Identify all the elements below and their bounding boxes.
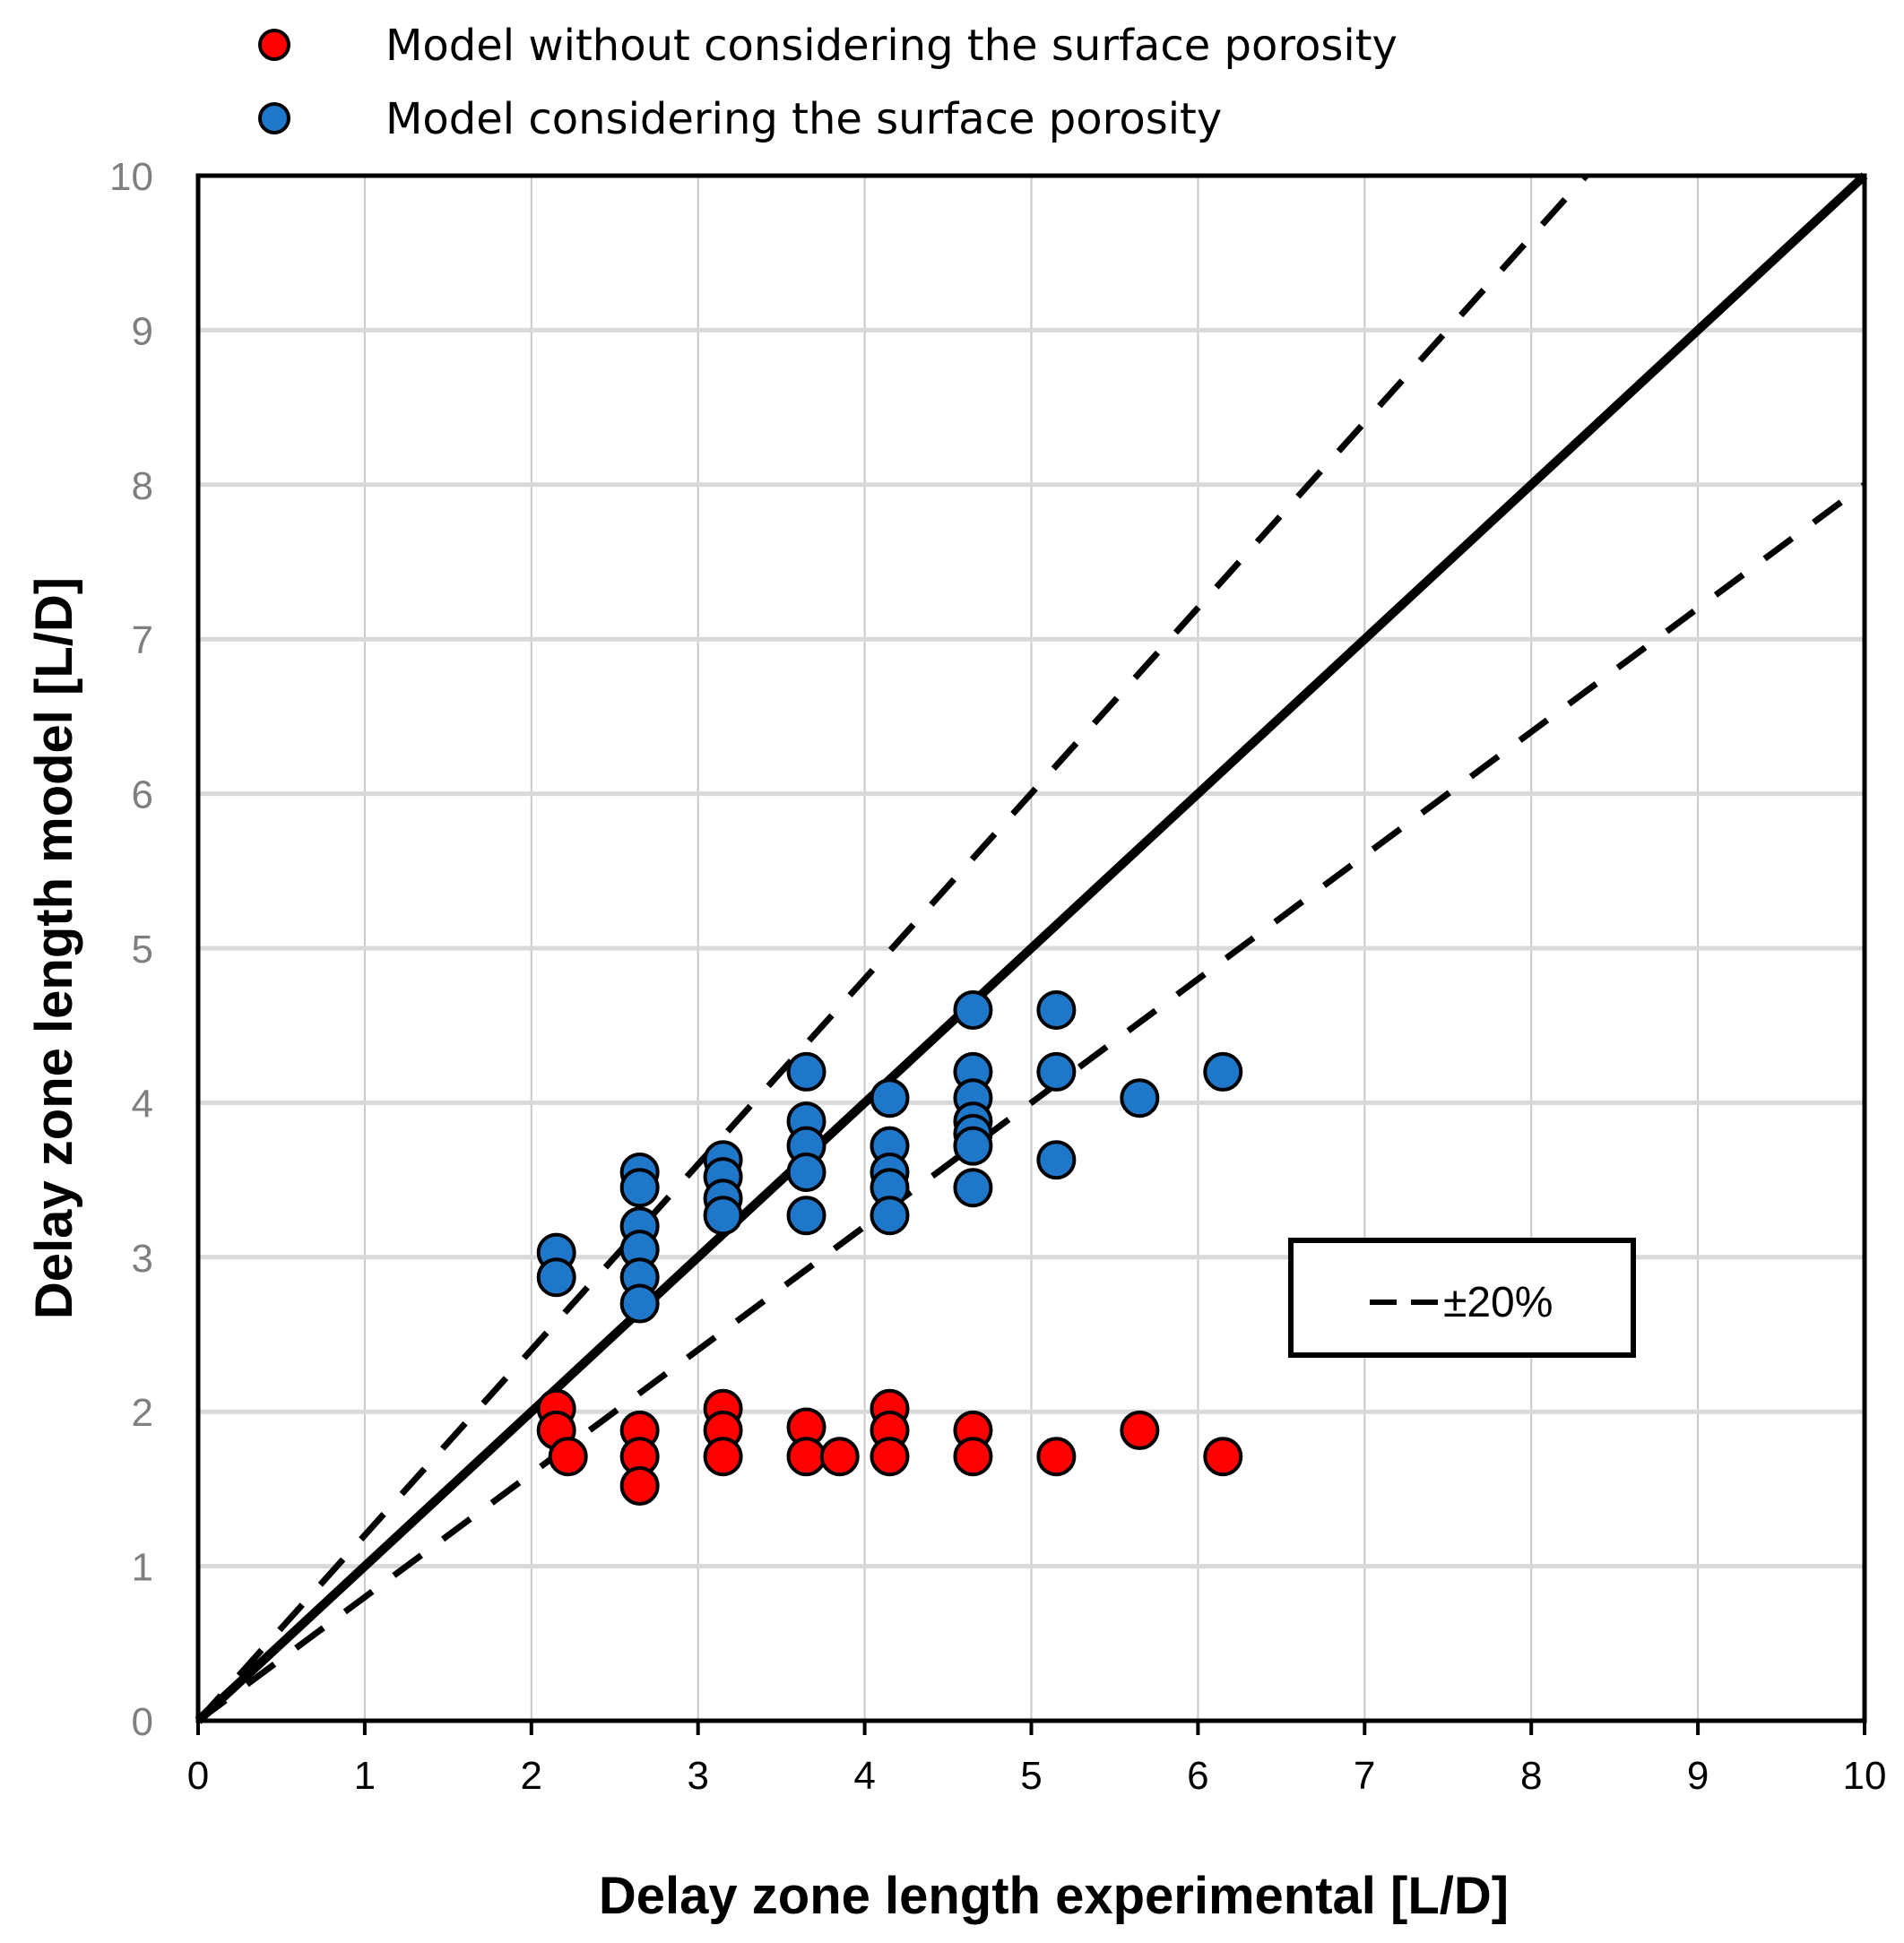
point-without-porosity xyxy=(619,1465,660,1506)
point-with-porosity xyxy=(870,1196,910,1236)
legend-marker-blue xyxy=(258,102,290,134)
point-with-porosity xyxy=(953,989,993,1030)
legend-marker-red xyxy=(258,29,290,61)
point-without-porosity xyxy=(953,1437,993,1477)
x-tick-label: 5 xyxy=(1020,1754,1042,1798)
y-tick-label: 1 xyxy=(132,1546,153,1590)
x-tick-label: 7 xyxy=(1354,1754,1375,1798)
point-with-porosity xyxy=(953,1126,993,1166)
y-tick-label: 7 xyxy=(132,618,153,662)
point-without-porosity xyxy=(1120,1410,1160,1450)
point-with-porosity xyxy=(703,1196,743,1236)
identity-line xyxy=(195,172,1868,1724)
point-with-porosity xyxy=(1036,1140,1077,1180)
y-tick-label: 3 xyxy=(132,1237,153,1281)
x-tick-label: 1 xyxy=(354,1754,376,1798)
point-without-porosity xyxy=(1203,1437,1243,1477)
data-points xyxy=(536,989,1243,1506)
y-tick-label: 8 xyxy=(132,464,153,508)
point-with-porosity xyxy=(786,1196,827,1236)
reference-lines xyxy=(195,172,1868,1724)
tolerance-annotation-box: ±20% xyxy=(1288,1238,1636,1358)
y-tick-label: 5 xyxy=(132,928,153,972)
x-tick-label: 6 xyxy=(1187,1754,1208,1798)
y-axis-title: Delay zone length model [L/D] xyxy=(25,577,83,1319)
y-tick-label: 2 xyxy=(132,1391,153,1435)
x-tick-label: 0 xyxy=(187,1754,209,1798)
point-with-porosity xyxy=(619,1283,660,1324)
legend-label-without-porosity: Model without considering the surface po… xyxy=(385,21,1398,71)
y-tick-label: 6 xyxy=(132,773,153,817)
point-with-porosity xyxy=(619,1168,660,1208)
point-with-porosity xyxy=(786,1152,827,1192)
x-tick-label: 9 xyxy=(1687,1754,1709,1798)
y-tick-label: 4 xyxy=(132,1082,153,1126)
annotation-label: ±20% xyxy=(1443,1279,1553,1326)
point-without-porosity xyxy=(1036,1437,1077,1477)
tolerance-line-2 xyxy=(195,481,1867,1723)
point-without-porosity xyxy=(548,1437,588,1477)
annotation-frame xyxy=(1288,1238,1636,1358)
tolerance-line-1 xyxy=(195,173,1589,1723)
point-with-porosity xyxy=(536,1257,576,1298)
point-with-porosity xyxy=(1036,989,1077,1030)
x-tick-label: 4 xyxy=(853,1754,875,1798)
point-with-porosity xyxy=(786,1051,827,1092)
x-tick-label: 3 xyxy=(687,1754,708,1798)
point-with-porosity xyxy=(870,1078,910,1118)
y-tick-label: 0 xyxy=(132,1700,153,1744)
x-tick-label: 10 xyxy=(1843,1754,1887,1798)
point-with-porosity xyxy=(1120,1078,1160,1118)
legend: Model without considering the surface po… xyxy=(258,21,1398,144)
point-without-porosity xyxy=(819,1437,860,1477)
x-tick-label: 2 xyxy=(521,1754,542,1798)
x-tick-label: 8 xyxy=(1520,1754,1542,1798)
point-with-porosity xyxy=(1203,1051,1243,1092)
point-without-porosity xyxy=(870,1437,910,1477)
point-without-porosity xyxy=(703,1437,743,1477)
point-with-porosity xyxy=(953,1168,993,1208)
point-without-porosity xyxy=(786,1437,827,1477)
legend-label-with-porosity: Model considering the surface porosity xyxy=(385,94,1222,144)
axis-ticks: 0 1 2 3 4 5 6 7 8 9 10 0 1 2 3 4 5 6 7 8 9 10 xyxy=(109,155,1886,1798)
y-tick-label: 9 xyxy=(132,309,153,353)
y-tick-label: 10 xyxy=(109,155,153,199)
x-axis-title: Delay zone length experimental [L/D] xyxy=(599,1867,1509,1925)
point-with-porosity xyxy=(1036,1051,1077,1092)
